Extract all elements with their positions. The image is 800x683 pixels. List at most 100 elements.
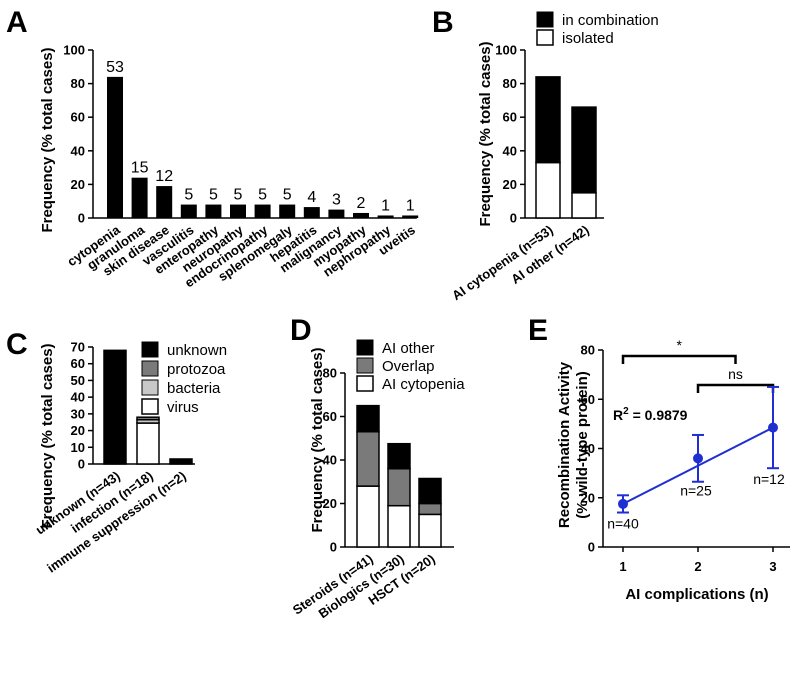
y-tick-label: 40	[71, 143, 85, 158]
data-label: 5	[184, 187, 193, 204]
bar-segment	[535, 161, 561, 219]
bar	[279, 204, 296, 218]
y-tick-label: 60	[503, 110, 517, 125]
bar	[205, 204, 222, 218]
data-label: 5	[209, 187, 218, 204]
data-label: 15	[131, 160, 149, 177]
n-label: n=12	[753, 471, 785, 487]
legend-swatch-in-combination	[536, 11, 554, 28]
y-tick-label: 80	[323, 366, 337, 381]
n-label: n=25	[680, 483, 712, 499]
y-tick-label: 20	[581, 490, 595, 505]
panel-c-legend: unknown protozoa bacteria virus	[141, 341, 227, 416]
y-tick-label: 60	[71, 356, 85, 371]
y-tick-label: 0	[330, 540, 337, 555]
bar	[303, 207, 320, 218]
panel-b-y-axis: 0 20 40 60 80 100	[495, 43, 526, 226]
panel-e-r-squared: R2 = 0.9879	[613, 406, 688, 423]
y-tick-label: 0	[588, 540, 595, 555]
legend-label-in-combination: in combination	[562, 12, 659, 29]
data-label: 2	[357, 195, 366, 212]
bar-segment	[387, 442, 411, 470]
legend-label-isolated: isolated	[562, 30, 614, 47]
panel-a-ylabel: Frequency (% total cases)	[39, 47, 56, 232]
y-tick-label: 0	[78, 457, 85, 472]
data-label: 53	[106, 59, 124, 76]
legend-label-virus: virus	[167, 399, 199, 416]
bar-segment	[571, 106, 597, 194]
panel-d-y-axis: 0 20 40 60 80	[323, 366, 346, 555]
bar-segment	[571, 192, 597, 219]
bracket-star	[621, 354, 737, 364]
y-tick-label: 20	[503, 177, 517, 192]
legend-swatch-overlap	[356, 357, 374, 374]
bar-segment	[535, 76, 561, 164]
y-tick-label: 20	[71, 423, 85, 438]
panel-c-x-tick-labels: unknown (n=43)infection (n=18)immune sup…	[33, 468, 189, 575]
y-tick-label: 60	[323, 409, 337, 424]
panel-b-x-tick-labels: AI cytopenia (n=53)AI other (n=42)	[449, 222, 592, 303]
panel-d: D Frequency (% total cases) 0 20 40 60 80 St…	[290, 314, 465, 621]
x-tick-label: 3	[769, 559, 776, 574]
y-tick-label: 0	[78, 211, 85, 226]
bracket-ns	[696, 383, 775, 393]
bar	[230, 204, 246, 218]
bar-segment	[418, 513, 442, 548]
y-tick-label: 70	[71, 340, 85, 355]
legend-label-ai-other: AI other	[382, 340, 435, 357]
legend-label-ai-cytopenia: AI cytopenia	[382, 376, 465, 393]
data-point	[768, 422, 778, 433]
y-tick-label: 20	[323, 496, 337, 511]
panel-a-y-axis: 0 20 40 60 80 100	[63, 43, 94, 226]
panel-e-xlabel: AI complications (n)	[625, 586, 768, 603]
r2-prefix: R	[613, 407, 623, 423]
panel-e-axes: 0 20 40 60 80 1 2 3	[581, 343, 790, 574]
panel-e-ylabel-line1: Recombination Activity	[556, 361, 573, 528]
legend-swatch-isolated	[536, 29, 554, 46]
y-tick-label: 40	[503, 143, 517, 158]
bar-segment	[356, 430, 380, 487]
bar-segment	[103, 349, 127, 465]
bar-segment	[418, 477, 442, 505]
y-tick-label: 80	[581, 343, 595, 358]
panel-b-ylabel: Frequency (% total cases)	[477, 41, 494, 226]
legend-swatch-protozoa	[141, 360, 159, 377]
panel-d-ylabel: Frequency (% total cases)	[309, 347, 326, 532]
bar	[328, 209, 345, 218]
y-tick-label: 80	[503, 76, 517, 91]
panel-c-bars	[93, 349, 195, 465]
data-label: 4	[307, 189, 316, 206]
y-tick-label: 100	[63, 43, 85, 58]
y-tick-label: 60	[581, 392, 595, 407]
legend-swatch-ai-cytopenia	[356, 375, 374, 392]
data-label: 12	[155, 168, 173, 185]
bar	[156, 186, 173, 218]
panel-b-legend: in combination isolated	[536, 11, 659, 47]
x-tick-label: 1	[619, 559, 626, 574]
bar	[254, 204, 271, 218]
legend-swatch-unknown	[141, 341, 159, 358]
panel-e-ylabel-line2: (% wild-type protein)	[574, 371, 591, 519]
data-point	[693, 453, 703, 464]
panel-d-bars	[345, 404, 454, 548]
panel-letter-b: B	[432, 6, 454, 39]
panel-c-ylabel: Frequency (% total cases)	[39, 343, 56, 528]
legend-swatch-bacteria	[141, 379, 159, 396]
legend-label-unknown: unknown	[167, 342, 227, 359]
bar	[131, 177, 148, 218]
y-tick-label: 10	[71, 440, 85, 455]
panel-letter-e: E	[528, 314, 548, 347]
panel-d-x-tick-labels: Steroids (n=41)Biologics (n=30)HSCT (n=2…	[290, 551, 438, 621]
y-tick-label: 40	[71, 390, 85, 405]
data-label: 1	[381, 197, 390, 214]
bar-segment	[387, 504, 411, 548]
y-tick-label: 30	[71, 406, 85, 421]
panel-e: E Recombination Activity (% wild-type pr…	[528, 314, 790, 603]
data-label: 5	[258, 187, 267, 204]
legend-label-protozoa: protozoa	[167, 361, 226, 378]
legend-label-overlap: Overlap	[382, 358, 435, 375]
panel-a-bars	[93, 76, 419, 219]
bar-segment	[356, 485, 380, 548]
